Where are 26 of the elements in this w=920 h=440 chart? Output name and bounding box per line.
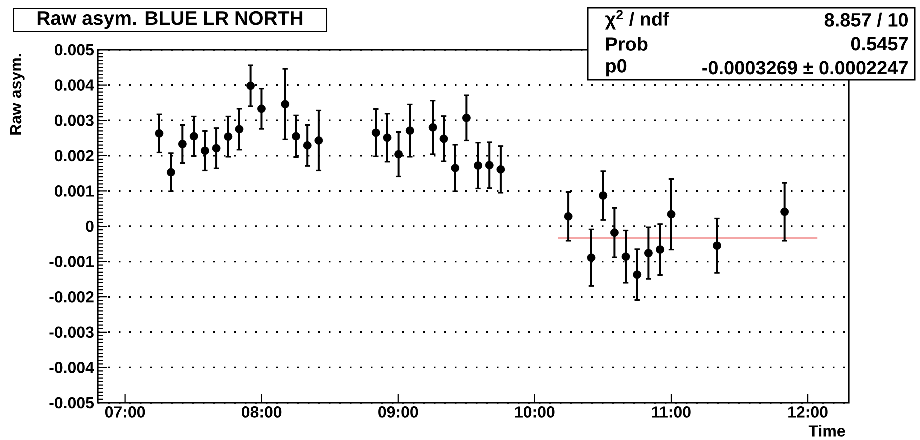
text: χ$^{2}$ / ndf: [605, 10, 670, 30]
y-tick-label: 0.003: [55, 114, 94, 126]
chart-title: Raw asym. BLUE LR NORTH: [38, 11, 303, 30]
y-tick-label: 0: [86, 220, 94, 232]
x-axis-title: Time: [808, 425, 846, 437]
y-axis-title: Raw asym.: [10, 54, 25, 135]
y-tick-label: -0.003: [50, 326, 94, 338]
x-tick-label: 08:00: [242, 406, 282, 418]
y-tick-label: 0.002: [55, 150, 94, 162]
x-tick-label: 12:00: [788, 406, 828, 418]
y-tick-label: -0.005: [50, 397, 94, 409]
x-tick-label: 11:00: [652, 406, 691, 418]
x-tick-label: 09:00: [378, 406, 418, 418]
x-tick-label: 07:00: [105, 406, 146, 418]
y-tick-label: -0.002: [50, 291, 94, 303]
y-tick-label: -0.004: [50, 362, 94, 374]
x-tick-label: 10:00: [515, 406, 555, 418]
y-tick-label: 0.001: [55, 186, 94, 197]
text: 0.5457: [851, 37, 908, 51]
y-tick-label: 0.005: [55, 44, 94, 56]
y-tick-label: 0.004: [55, 80, 94, 91]
annotation: p0: [606, 59, 627, 77]
annotation: -0.0003269 ± 0.0002247: [702, 61, 908, 75]
y-tick-label: -0.001: [50, 256, 94, 268]
annotation: Prob: [606, 37, 648, 51]
text: 8.857 / 10: [824, 12, 908, 28]
